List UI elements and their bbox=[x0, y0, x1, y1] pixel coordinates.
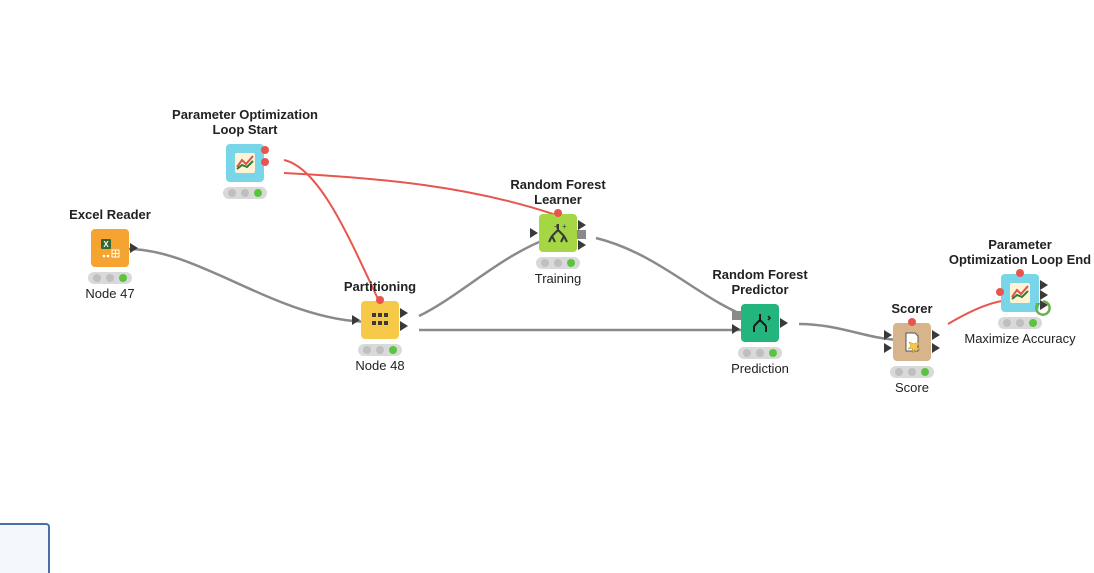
port-in[interactable] bbox=[884, 330, 892, 340]
node-learner[interactable]: Random Forest Learner ++ Training bbox=[478, 178, 638, 286]
node-caption: Training bbox=[478, 271, 638, 286]
node-predictor[interactable]: Random Forest Predictor Prediction bbox=[680, 268, 840, 376]
status-traffic-light bbox=[536, 257, 580, 269]
port-out[interactable] bbox=[578, 220, 586, 230]
port-in[interactable] bbox=[732, 311, 741, 320]
node-title: Parameter Optimization Loop Start bbox=[165, 108, 325, 138]
partition-icon[interactable] bbox=[361, 301, 399, 339]
status-traffic-light bbox=[890, 366, 934, 378]
status-traffic-light bbox=[738, 347, 782, 359]
port-in[interactable] bbox=[996, 288, 1004, 296]
port-out[interactable] bbox=[1040, 280, 1048, 290]
port-out[interactable] bbox=[261, 158, 269, 166]
svg-text:X: X bbox=[103, 240, 109, 249]
port-out[interactable] bbox=[780, 318, 788, 328]
learner-icon[interactable]: ++ bbox=[539, 214, 577, 252]
excel-icon[interactable]: X bbox=[91, 229, 129, 267]
node-title: Parameter Optimization Loop End bbox=[940, 238, 1094, 268]
port-in[interactable] bbox=[732, 324, 740, 334]
port-out[interactable] bbox=[578, 240, 586, 250]
node-loopend[interactable]: Parameter Optimization Loop End Maximize … bbox=[940, 238, 1094, 346]
port-out[interactable] bbox=[577, 230, 586, 239]
flow-port-in[interactable] bbox=[1016, 269, 1024, 277]
svg-text:+: + bbox=[554, 222, 559, 231]
node-title: Random Forest Predictor bbox=[680, 268, 840, 298]
port-out[interactable] bbox=[932, 330, 940, 340]
chart-icon[interactable] bbox=[226, 144, 264, 182]
node-excel[interactable]: Excel Reader X Node 47 bbox=[30, 208, 190, 301]
scorer-icon[interactable] bbox=[893, 323, 931, 361]
node-caption: Maximize Accuracy bbox=[940, 331, 1094, 346]
node-title: Random Forest Learner bbox=[478, 178, 638, 208]
status-traffic-light bbox=[358, 344, 402, 356]
flow-port-in[interactable] bbox=[376, 296, 384, 304]
flow-port-out[interactable] bbox=[908, 318, 916, 326]
node-caption: Node 48 bbox=[300, 358, 460, 373]
loop-refresh-icon bbox=[1033, 298, 1053, 318]
port-in[interactable] bbox=[352, 315, 360, 325]
node-title: Excel Reader bbox=[30, 208, 190, 223]
port-in[interactable] bbox=[884, 343, 892, 353]
status-traffic-light bbox=[998, 317, 1042, 329]
port-out[interactable] bbox=[400, 321, 408, 331]
port-in[interactable] bbox=[530, 228, 538, 238]
port-out[interactable] bbox=[261, 146, 269, 154]
status-traffic-light bbox=[88, 272, 132, 284]
svg-text:+: + bbox=[562, 222, 567, 231]
node-loopstart[interactable]: Parameter Optimization Loop Start bbox=[165, 108, 325, 201]
node-caption: Prediction bbox=[680, 361, 840, 376]
status-traffic-light bbox=[223, 187, 267, 199]
node-caption: Score bbox=[832, 380, 992, 395]
port-out[interactable] bbox=[130, 243, 138, 253]
port-out[interactable] bbox=[400, 308, 408, 318]
predictor-icon[interactable] bbox=[741, 304, 779, 342]
panel-fragment bbox=[0, 523, 50, 573]
flow-port-in[interactable] bbox=[554, 209, 562, 217]
port-out[interactable] bbox=[932, 343, 940, 353]
node-title: Partitioning bbox=[300, 280, 460, 295]
node-partition[interactable]: Partitioning Node 48 bbox=[300, 280, 460, 373]
node-caption: Node 47 bbox=[30, 286, 190, 301]
